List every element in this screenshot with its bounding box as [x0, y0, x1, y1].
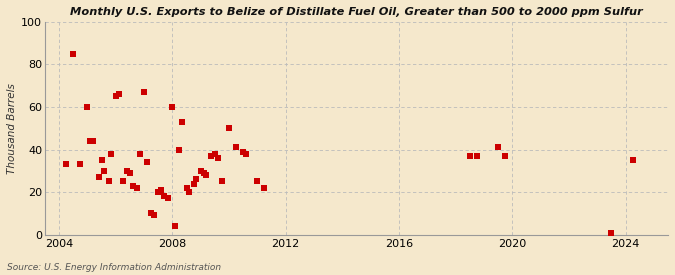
- Point: [117, 179, 128, 184]
- Y-axis label: Thousand Barrels: Thousand Barrels: [7, 83, 17, 174]
- Point: [156, 188, 167, 192]
- Point: [138, 90, 149, 94]
- Point: [217, 179, 227, 184]
- Point: [146, 211, 157, 216]
- Point: [128, 183, 138, 188]
- Point: [113, 92, 124, 97]
- Point: [106, 152, 117, 156]
- Point: [148, 213, 159, 218]
- Point: [191, 177, 202, 182]
- Point: [96, 158, 107, 162]
- Point: [184, 190, 195, 194]
- Point: [153, 190, 163, 194]
- Point: [142, 160, 153, 164]
- Point: [170, 224, 181, 228]
- Point: [238, 150, 248, 154]
- Point: [163, 196, 173, 201]
- Point: [177, 120, 188, 124]
- Point: [75, 162, 86, 167]
- Point: [464, 154, 475, 158]
- Point: [181, 186, 192, 190]
- Point: [500, 154, 510, 158]
- Point: [103, 179, 114, 184]
- Point: [134, 152, 145, 156]
- Point: [252, 179, 263, 184]
- Point: [231, 145, 242, 150]
- Point: [259, 186, 270, 190]
- Point: [110, 94, 121, 98]
- Point: [85, 139, 96, 143]
- Point: [124, 171, 135, 175]
- Point: [159, 194, 169, 199]
- Point: [471, 154, 482, 158]
- Point: [88, 139, 99, 143]
- Point: [240, 152, 251, 156]
- Point: [167, 105, 178, 109]
- Point: [198, 171, 209, 175]
- Point: [212, 156, 223, 160]
- Point: [122, 169, 132, 173]
- Point: [99, 169, 110, 173]
- Point: [223, 126, 234, 130]
- Point: [201, 173, 212, 177]
- Point: [606, 230, 617, 235]
- Point: [209, 152, 220, 156]
- Title: Monthly U.S. Exports to Belize of Distillate Fuel Oil, Greater than 500 to 2000 : Monthly U.S. Exports to Belize of Distil…: [70, 7, 643, 17]
- Point: [132, 186, 142, 190]
- Point: [68, 52, 78, 56]
- Point: [188, 182, 199, 186]
- Point: [195, 169, 206, 173]
- Text: Source: U.S. Energy Information Administration: Source: U.S. Energy Information Administ…: [7, 263, 221, 272]
- Point: [627, 158, 638, 162]
- Point: [205, 154, 216, 158]
- Point: [493, 145, 504, 150]
- Point: [93, 175, 104, 179]
- Point: [61, 162, 72, 167]
- Point: [82, 105, 92, 109]
- Point: [174, 147, 185, 152]
